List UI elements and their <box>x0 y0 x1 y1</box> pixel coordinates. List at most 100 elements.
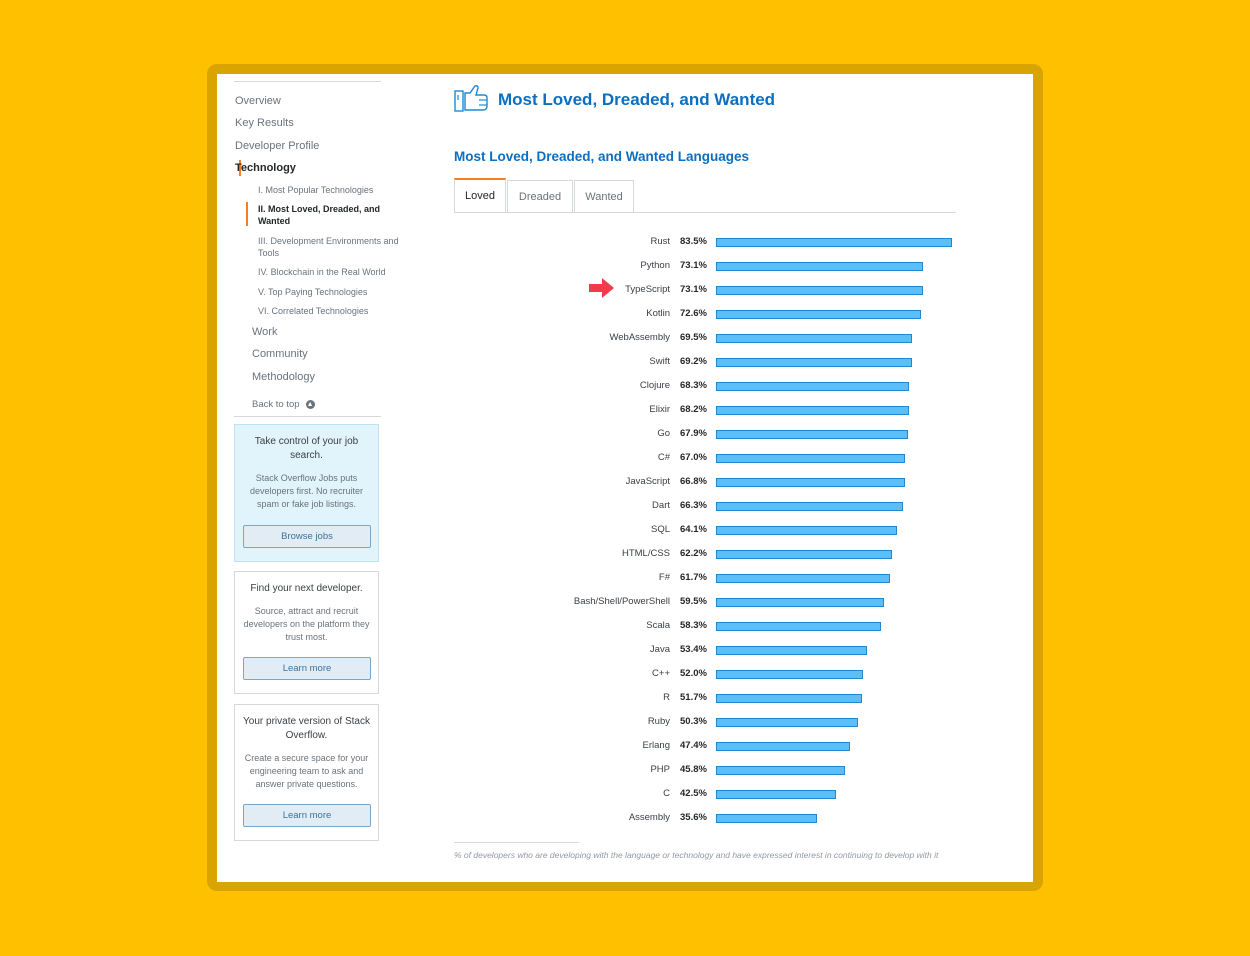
bar-label: PHP <box>650 764 670 775</box>
nav-key-results[interactable]: Key Results <box>235 117 294 129</box>
bar-label: Scala <box>646 620 670 631</box>
footnote-divider <box>454 842 579 843</box>
bar <box>716 622 881 631</box>
tab-loved[interactable]: Loved <box>454 178 506 212</box>
bar <box>716 286 923 295</box>
bar <box>716 574 890 583</box>
bar-value-label: 67.9% <box>680 428 707 439</box>
sub-active-indicator <box>246 202 248 226</box>
hire-card-desc: Source, attract and recruit developers o… <box>243 606 370 642</box>
bar-value-label: 72.6% <box>680 308 707 319</box>
teams-card-title: Your private version of Stack Overflow. <box>243 716 370 741</box>
bar <box>716 238 952 247</box>
sub-item-top-paying[interactable]: V. Top Paying Technologies <box>258 287 368 297</box>
learn-more-hire-button[interactable]: Learn more <box>243 657 371 680</box>
bar-label: Clojure <box>639 380 670 391</box>
bar-label: Python <box>640 260 670 271</box>
highlight-arrow-icon <box>589 278 614 298</box>
bar-value-label: 53.4% <box>680 644 707 655</box>
bar-label: Rust <box>650 236 670 247</box>
bar <box>716 358 912 367</box>
bar <box>716 262 923 271</box>
nav-overview[interactable]: Overview <box>235 95 281 107</box>
bar <box>716 694 862 703</box>
bar-value-label: 67.0% <box>680 452 707 463</box>
bar-label: Swift <box>649 356 670 367</box>
back-to-top-label: Back to top <box>252 399 300 410</box>
bar-value-label: 45.8% <box>680 764 707 775</box>
bar-value-label: 58.3% <box>680 620 707 631</box>
sidebar-divider <box>234 416 381 417</box>
jobs-card-desc: Stack Overflow Jobs puts developers firs… <box>249 473 364 509</box>
bar-value-label: 66.8% <box>680 476 707 487</box>
back-to-top-link[interactable]: Back to top ▲ <box>252 399 315 410</box>
teams-card-desc: Create a secure space for your engineeri… <box>244 753 369 789</box>
bar <box>716 550 892 559</box>
bar-value-label: 35.6% <box>680 812 707 823</box>
bar-label: R <box>663 692 670 703</box>
bar-value-label: 73.1% <box>680 260 707 271</box>
nav-developer-profile[interactable]: Developer Profile <box>235 140 320 152</box>
bar <box>716 670 863 679</box>
sub-item-most-loved[interactable]: II. Most Loved, Dreaded, and Wanted <box>258 204 381 226</box>
sub-item-correlated[interactable]: VI. Correlated Technologies <box>258 306 369 316</box>
bar-label: Bash/Shell/PowerShell <box>573 596 670 607</box>
bar-label: Kotlin <box>646 308 670 319</box>
bar <box>716 334 912 343</box>
bar <box>716 406 909 415</box>
bar <box>716 766 845 775</box>
bar-value-label: 69.5% <box>680 332 707 343</box>
bar <box>716 646 867 655</box>
jobs-card-title: Take control of your job search. <box>254 436 359 461</box>
browse-jobs-button[interactable]: Browse jobs <box>243 525 371 548</box>
chart-footnote: % of developers who are developing with … <box>454 850 939 860</box>
thumbs-up-icon <box>454 85 488 112</box>
bar <box>716 718 858 727</box>
bar-label: Java <box>649 644 670 655</box>
nav-methodology[interactable]: Methodology <box>252 371 315 383</box>
bar-value-label: 47.4% <box>680 740 707 751</box>
nav-work[interactable]: Work <box>252 326 278 338</box>
bar <box>716 790 836 799</box>
bar <box>716 382 909 391</box>
bar-label: WebAssembly <box>609 332 670 343</box>
bar-label: Erlang <box>642 740 670 751</box>
bar-label: C# <box>657 452 670 463</box>
bar-label: HTML/CSS <box>621 548 670 559</box>
tab-dreaded[interactable]: Dreaded <box>507 180 573 212</box>
sub-item-dev-environments[interactable]: III. Development Environments and Tools <box>258 236 399 258</box>
bar <box>716 814 817 823</box>
bar-label: Go <box>657 428 670 439</box>
bar-value-label: 73.1% <box>680 284 707 295</box>
bar-value-label: 51.7% <box>680 692 707 703</box>
bar-value-label: 52.0% <box>680 668 707 679</box>
bar-value-label: 83.5% <box>680 236 707 247</box>
section-title: Most Loved, Dreaded, and Wanted Language… <box>454 149 750 164</box>
learn-more-teams-button[interactable]: Learn more <box>243 804 371 827</box>
bar-value-label: 68.3% <box>680 380 707 391</box>
bar <box>716 430 908 439</box>
active-indicator <box>239 160 241 176</box>
bar-label: Dart <box>652 500 670 511</box>
bar-label: JavaScript <box>625 476 670 487</box>
tab-wanted[interactable]: Wanted <box>574 180 634 212</box>
bar-value-label: 64.1% <box>680 524 707 535</box>
bar <box>716 310 921 319</box>
bar <box>716 502 903 511</box>
bar-label: Ruby <box>647 716 670 727</box>
sub-item-blockchain[interactable]: IV. Blockchain in the Real World <box>258 267 386 277</box>
bar-value-label: 66.3% <box>680 500 707 511</box>
sub-item-most-popular[interactable]: I. Most Popular Technologies <box>258 185 374 195</box>
bar-chart: Rust 83.5% Python 73.1% TypeScript 73.1% Kotli… <box>454 229 974 829</box>
nav-technology[interactable]: Technology <box>235 162 296 174</box>
bar-value-label: 59.5% <box>680 596 707 607</box>
bar-label: C++ <box>652 668 670 679</box>
teams-card: Your private version of Stack Overflow. … <box>234 704 379 841</box>
nav-community[interactable]: Community <box>252 348 308 360</box>
bar-label: Elixir <box>649 404 670 415</box>
bar-value-label: 42.5% <box>680 788 707 799</box>
bar-label: C <box>663 788 670 799</box>
jobs-card: Take control of your job search. Stack O… <box>234 424 379 562</box>
bar-label: SQL <box>650 524 670 535</box>
bar-value-label: 69.2% <box>680 356 707 367</box>
